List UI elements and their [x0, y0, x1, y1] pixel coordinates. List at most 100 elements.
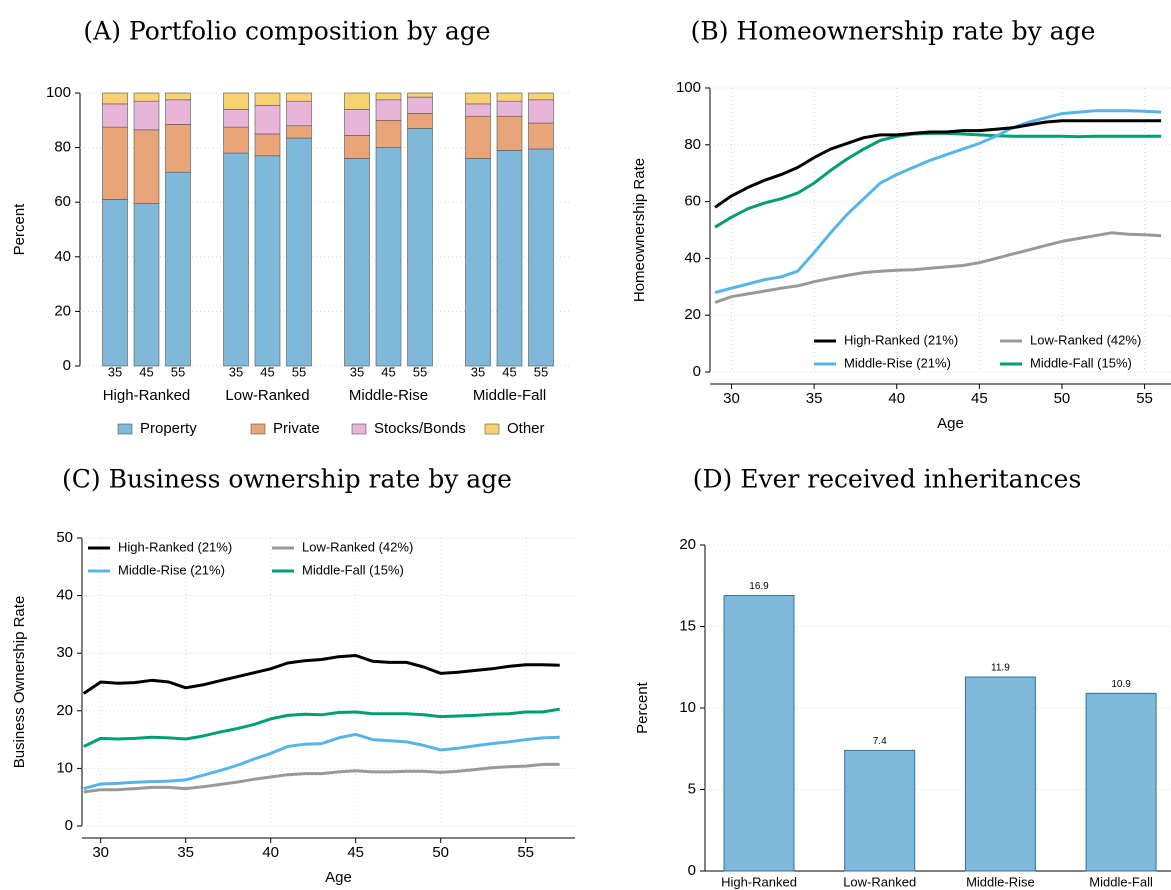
bar-segment	[165, 92, 191, 101]
x-tick-label: 55	[292, 364, 306, 379]
y-axis-label: Business Ownership Rate	[11, 596, 28, 769]
x-tick-label: 30	[723, 390, 740, 407]
bar-segment	[375, 92, 402, 101]
line-series	[83, 732, 560, 791]
value-label: 10.9	[1111, 679, 1131, 690]
bar-segment	[344, 109, 370, 136]
y-tick-label: 10	[56, 759, 73, 776]
panel-title: (D) Ever received inheritances	[693, 465, 1082, 494]
line-series	[83, 707, 560, 748]
y-tick-label: 30	[56, 644, 73, 661]
x-tick-label: 45	[381, 364, 395, 379]
bar-segment	[465, 103, 491, 117]
line-series	[714, 231, 1162, 304]
legend-label: Stocks/Bonds	[374, 420, 466, 437]
bar-segment	[496, 92, 523, 102]
y-tick-label: 80	[54, 139, 71, 156]
legend-swatch	[484, 423, 500, 435]
y-tick-label: 20	[684, 306, 701, 323]
y-tick-label: 60	[54, 193, 71, 210]
bar-segment	[344, 158, 370, 367]
legend-label: Middle-Fall (15%)	[1030, 355, 1132, 370]
bar-segment	[496, 100, 523, 117]
legend-swatch	[250, 423, 266, 435]
x-tick-label: 55	[413, 364, 427, 379]
x-tick-label: 55	[517, 844, 534, 861]
bar-segment	[223, 109, 249, 128]
legend-label: Middle-Rise (21%)	[844, 355, 951, 370]
x-tick-label: 45	[971, 390, 988, 407]
y-tick-label: 0	[65, 817, 73, 834]
bar-segment	[102, 126, 128, 200]
bar	[844, 749, 916, 872]
x-tick-label: 35	[108, 364, 122, 379]
panel-title: (A) Portfolio composition by age	[83, 17, 490, 46]
x-tick-label: 30	[92, 844, 109, 861]
group-label: Middle-Fall	[473, 387, 546, 404]
bar-segment	[407, 113, 433, 129]
y-tick-label: 80	[684, 136, 701, 153]
x-tick-label: 35	[229, 364, 243, 379]
x-tick-label: Middle-Rise	[966, 874, 1035, 889]
bar-segment	[165, 99, 191, 125]
y-tick-label: 0	[688, 862, 696, 879]
bar-segment	[223, 152, 249, 367]
bar-segment	[286, 125, 312, 139]
bar-segment	[407, 96, 433, 114]
bar-segment	[165, 171, 191, 367]
bar-segment	[286, 92, 312, 102]
y-tick-label: 20	[56, 702, 73, 719]
group-label: Low-Ranked	[225, 387, 309, 404]
bar	[1085, 692, 1157, 872]
legend-label: Other	[507, 420, 545, 437]
bar-segment	[165, 124, 191, 173]
bar	[723, 595, 795, 872]
legend-label: Low-Ranked (42%)	[302, 539, 413, 554]
y-tick-label: 40	[54, 248, 71, 265]
line-series	[714, 119, 1162, 209]
bar-segment	[254, 155, 281, 367]
bar-segment	[496, 150, 523, 367]
bar-segment	[407, 92, 433, 98]
bar-segment	[223, 92, 249, 110]
x-tick-label: 55	[534, 364, 548, 379]
x-tick-label: High-Ranked	[721, 874, 797, 889]
legend-label: Middle-Rise (21%)	[118, 562, 225, 577]
y-tick-label: 20	[679, 536, 696, 553]
x-tick-label: Middle-Fall	[1089, 874, 1153, 889]
bar-segment	[102, 103, 128, 128]
bar-segment	[133, 203, 160, 367]
x-tick-label: 45	[139, 364, 153, 379]
y-tick-label: 5	[688, 780, 696, 797]
bar-segment	[528, 122, 554, 150]
bar-segment	[375, 99, 402, 121]
bar-segment	[344, 135, 370, 159]
panel-title: (B) Homeownership rate by age	[691, 17, 1096, 46]
y-tick-label: 100	[46, 84, 71, 101]
y-tick-label: 0	[63, 357, 71, 374]
x-tick-label: 50	[1054, 390, 1071, 407]
bar-segment	[344, 92, 370, 110]
x-tick-label: 35	[806, 390, 823, 407]
y-tick-label: 40	[684, 249, 701, 266]
x-tick-label: Low-Ranked	[843, 874, 916, 889]
line-series	[714, 109, 1162, 294]
x-tick-label: 55	[171, 364, 185, 379]
bar-segment	[528, 99, 554, 124]
y-tick-label: 15	[679, 617, 696, 634]
line-series	[82, 654, 560, 695]
y-axis-label: Percent	[634, 681, 651, 734]
x-tick-label: 40	[888, 390, 905, 407]
y-tick-label: 20	[54, 302, 71, 319]
bar	[964, 676, 1036, 872]
y-tick-label: 40	[56, 587, 73, 604]
value-label: 11.9	[991, 663, 1010, 674]
bar-segment	[254, 92, 281, 106]
group-label: High-Ranked	[103, 387, 191, 404]
bar-segment	[223, 126, 249, 154]
bar-segment	[133, 92, 160, 102]
y-tick-label: 50	[56, 529, 73, 546]
legend-label: Low-Ranked (42%)	[1030, 332, 1141, 347]
bar-segment	[375, 120, 402, 148]
